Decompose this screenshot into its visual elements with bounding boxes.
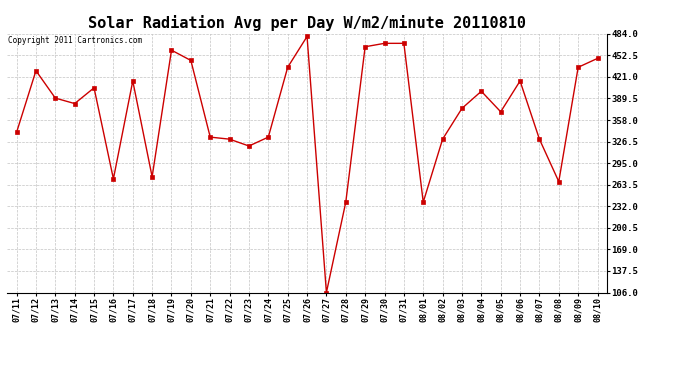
Title: Solar Radiation Avg per Day W/m2/minute 20110810: Solar Radiation Avg per Day W/m2/minute … (88, 15, 526, 31)
Text: Copyright 2011 Cartronics.com: Copyright 2011 Cartronics.com (8, 36, 142, 45)
